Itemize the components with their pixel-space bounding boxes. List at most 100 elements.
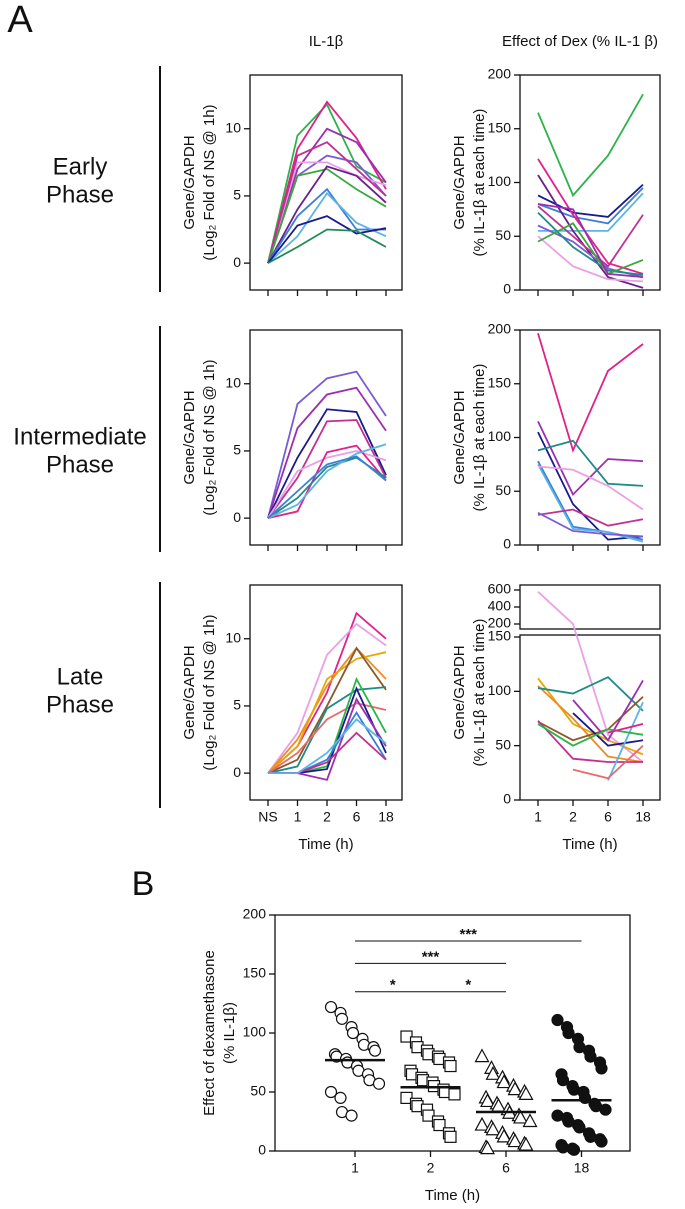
significance-label: *** bbox=[459, 926, 477, 943]
row-label: Phase bbox=[46, 451, 114, 478]
y-tick-label: 0 bbox=[503, 791, 511, 807]
y-tick-label: 50 bbox=[495, 482, 511, 498]
data-point bbox=[518, 1136, 534, 1151]
data-point bbox=[496, 1128, 512, 1143]
series-line bbox=[537, 431, 644, 541]
series-line bbox=[537, 508, 644, 527]
series-line bbox=[537, 720, 643, 763]
y-axis-label: (Log₂ Fold of NS @ 1h) bbox=[201, 359, 218, 515]
series-line bbox=[537, 463, 644, 543]
y-tick-label: 50 bbox=[495, 227, 511, 243]
series-line bbox=[572, 680, 644, 742]
series-line bbox=[267, 100, 387, 264]
column-title: Effect of Dex (% IL-1 β) bbox=[502, 33, 658, 50]
series-line bbox=[267, 187, 386, 264]
data-point bbox=[334, 1091, 347, 1105]
y-tick-label: 50 bbox=[250, 1083, 266, 1099]
x-tick-label: 18 bbox=[574, 1160, 590, 1176]
data-point bbox=[556, 1074, 570, 1087]
x-tick-label: 18 bbox=[635, 809, 651, 825]
series-line bbox=[267, 646, 387, 774]
y-axis-label: (% IL-1β at each time) bbox=[471, 364, 488, 512]
series-line bbox=[537, 222, 644, 275]
y-tick-label: 10 bbox=[225, 629, 241, 645]
data-point bbox=[485, 1066, 501, 1080]
series-line bbox=[267, 141, 387, 264]
series-line bbox=[572, 745, 644, 780]
series-line bbox=[537, 93, 644, 198]
plot-frame bbox=[249, 329, 403, 546]
panel-label: B bbox=[132, 865, 155, 903]
y-tick-label: 200 bbox=[488, 66, 512, 82]
row-label: Intermediate bbox=[13, 423, 146, 450]
series-line bbox=[267, 686, 387, 775]
y-tick-label: 5 bbox=[233, 442, 241, 458]
data-point bbox=[522, 1113, 538, 1128]
data-point bbox=[433, 1118, 446, 1132]
data-point bbox=[335, 1012, 349, 1025]
y-tick-label: 100 bbox=[488, 428, 512, 444]
series-line bbox=[537, 439, 644, 487]
data-point bbox=[496, 1074, 512, 1089]
series-line bbox=[267, 646, 387, 774]
data-point bbox=[479, 1093, 496, 1108]
series-line bbox=[267, 408, 387, 519]
y-tick-label: 150 bbox=[488, 119, 512, 135]
y-axis-label: Gene/GAPDH bbox=[451, 390, 468, 484]
series-line bbox=[537, 511, 644, 538]
series-line bbox=[267, 386, 387, 519]
data-point bbox=[507, 1081, 523, 1096]
y-tick-label: 150 bbox=[243, 965, 267, 981]
y-axis-label: Gene/GAPDH bbox=[451, 135, 468, 229]
data-point bbox=[372, 1077, 386, 1090]
series-line bbox=[267, 191, 387, 264]
series-line bbox=[267, 165, 387, 264]
series-line bbox=[268, 718, 387, 775]
y-tick-label: 0 bbox=[233, 509, 241, 525]
y-axis-label: Gene/GAPDH bbox=[181, 135, 198, 229]
series-line bbox=[267, 102, 387, 264]
series-line bbox=[537, 203, 644, 278]
series-line bbox=[267, 127, 387, 264]
y-axis-label: (% IL-1β at each time) bbox=[471, 109, 488, 257]
y-axis-label: (Log₂ Fold of NS @ 1h) bbox=[201, 104, 218, 260]
significance-label: * bbox=[465, 977, 471, 994]
series-line bbox=[267, 444, 387, 520]
row-label: Phase bbox=[46, 691, 114, 718]
data-point bbox=[448, 1088, 461, 1101]
series-line bbox=[537, 696, 644, 742]
data-point bbox=[485, 1121, 501, 1136]
data-point bbox=[599, 1103, 612, 1116]
data-point bbox=[595, 1135, 608, 1148]
y-axis-label: Gene/GAPDH bbox=[181, 390, 198, 484]
series-line bbox=[267, 702, 387, 774]
y-tick-label: 100 bbox=[243, 1024, 267, 1040]
data-point bbox=[324, 1000, 338, 1014]
series-line bbox=[537, 591, 644, 763]
data-point bbox=[507, 1133, 523, 1148]
x-axis-label: Time (h) bbox=[425, 1187, 480, 1204]
significance-label: *** bbox=[422, 948, 440, 965]
data-point bbox=[479, 1140, 496, 1155]
significance-label: * bbox=[390, 977, 396, 994]
series-line bbox=[537, 158, 644, 275]
series-line bbox=[267, 450, 387, 519]
y-tick-label: 200 bbox=[488, 321, 512, 337]
data-point bbox=[595, 1062, 608, 1075]
x-tick-label: 18 bbox=[378, 809, 394, 825]
series-line bbox=[537, 420, 644, 497]
x-tick-label: 2 bbox=[427, 1160, 435, 1176]
y-tick-label: 5 bbox=[233, 187, 241, 203]
x-axis-label: Time (h) bbox=[298, 836, 353, 853]
series-line bbox=[267, 228, 387, 264]
x-tick-label: 6 bbox=[604, 809, 612, 825]
x-tick-label: NS bbox=[258, 809, 277, 825]
y-tick-label: 100 bbox=[488, 682, 512, 698]
y-axis-label: (% IL-1β at each time) bbox=[471, 619, 488, 767]
series-line bbox=[607, 723, 644, 734]
series-line bbox=[537, 235, 644, 283]
row-label: Phase bbox=[46, 181, 114, 208]
data-point bbox=[573, 1121, 586, 1134]
